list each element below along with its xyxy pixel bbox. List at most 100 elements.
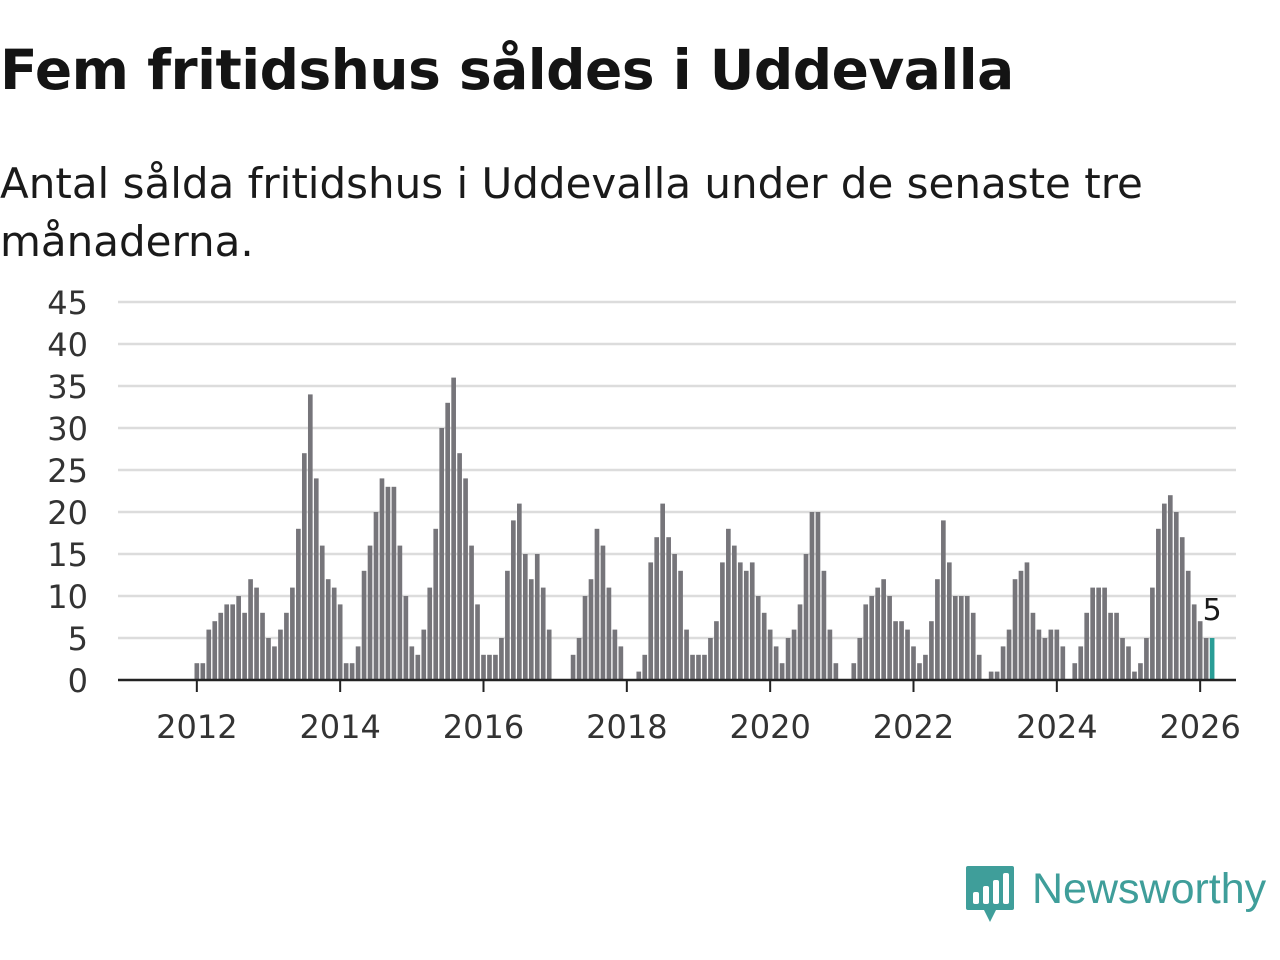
bar — [1096, 587, 1101, 680]
bar — [493, 654, 498, 680]
bar — [540, 587, 546, 680]
bar — [935, 579, 940, 680]
bar — [618, 646, 624, 680]
bar — [1150, 587, 1155, 680]
bar — [1048, 629, 1054, 680]
bar — [911, 646, 916, 680]
bar — [732, 545, 737, 680]
bar — [797, 604, 803, 680]
bar — [702, 654, 707, 680]
bar — [385, 486, 391, 680]
bar — [726, 528, 731, 680]
bar — [976, 654, 982, 680]
bar — [929, 621, 934, 680]
bar — [415, 654, 421, 680]
bar — [743, 570, 749, 680]
bar — [696, 654, 701, 680]
bar — [421, 629, 427, 680]
bar — [1156, 528, 1161, 680]
bar — [863, 604, 869, 680]
bar — [355, 646, 361, 680]
bar — [809, 512, 815, 680]
last-value-label: 5 — [1203, 593, 1222, 628]
bar — [546, 629, 552, 680]
bar — [212, 621, 218, 680]
y-tick-label-5: 5 — [68, 620, 88, 658]
bar — [337, 604, 343, 680]
bar — [1173, 512, 1179, 680]
bar — [367, 545, 373, 680]
bar — [242, 612, 247, 680]
bar — [1108, 612, 1113, 680]
bar — [755, 596, 761, 680]
bar — [600, 545, 606, 680]
bar — [851, 663, 857, 680]
bar — [1012, 579, 1018, 680]
bar — [678, 570, 683, 680]
bar — [773, 646, 779, 680]
bar — [749, 562, 755, 680]
bar — [1144, 638, 1149, 680]
bars — [194, 377, 1215, 680]
bar — [1030, 612, 1036, 680]
x-tick-label-2020: 2020 — [729, 708, 810, 746]
bar — [899, 621, 904, 680]
bar — [1138, 663, 1143, 680]
bar — [1018, 570, 1024, 680]
x-tick-label-2022: 2022 — [873, 708, 954, 746]
bar — [224, 604, 230, 680]
bar — [941, 520, 946, 680]
bar — [893, 621, 898, 680]
y-tick-label-30: 30 — [47, 410, 88, 448]
bar — [821, 570, 827, 680]
x-axis — [118, 678, 1236, 692]
chart-title: Fem fritidshus såldes i Uddevalla — [0, 38, 1014, 102]
bar — [761, 612, 767, 680]
bar — [827, 629, 833, 680]
bar — [403, 596, 409, 680]
bar — [1000, 646, 1006, 680]
x-tick-label-2012: 2012 — [156, 708, 237, 746]
x-tick-label-2018: 2018 — [586, 708, 667, 746]
bar — [791, 629, 797, 680]
bar — [1090, 587, 1095, 680]
bar — [1114, 612, 1119, 680]
y-tick-label-40: 40 — [47, 326, 88, 364]
bar — [260, 612, 265, 680]
bar — [290, 587, 295, 680]
bar — [1185, 570, 1191, 680]
x-axis-tick-labels: 2012 2014 2016 2018 2020 2022 2024 2026 — [156, 708, 1241, 746]
bar — [779, 663, 785, 680]
bar — [660, 503, 665, 680]
bar — [517, 503, 522, 680]
annotations: 5 — [1203, 593, 1222, 628]
bar — [331, 587, 337, 680]
bar — [361, 570, 367, 680]
bar — [815, 512, 821, 680]
bar — [1203, 638, 1209, 680]
bar — [666, 537, 671, 680]
bar — [714, 621, 719, 680]
bar — [988, 671, 994, 680]
bar — [409, 646, 415, 680]
bar — [1060, 646, 1066, 680]
bar — [1162, 503, 1167, 680]
bar — [487, 654, 492, 680]
bar — [248, 579, 253, 680]
bar — [720, 562, 725, 680]
newsworthy-logo-text: Newsworthy — [1032, 865, 1267, 913]
bar — [313, 478, 319, 680]
bar — [457, 453, 462, 680]
bar — [433, 528, 439, 680]
bar — [230, 604, 235, 680]
bar — [194, 663, 200, 680]
bar — [511, 520, 516, 680]
bar — [737, 562, 743, 680]
bar — [708, 638, 713, 680]
bar — [1072, 663, 1078, 680]
bar — [445, 402, 450, 680]
bar — [917, 663, 922, 680]
bar — [439, 428, 445, 680]
bar — [284, 612, 289, 680]
